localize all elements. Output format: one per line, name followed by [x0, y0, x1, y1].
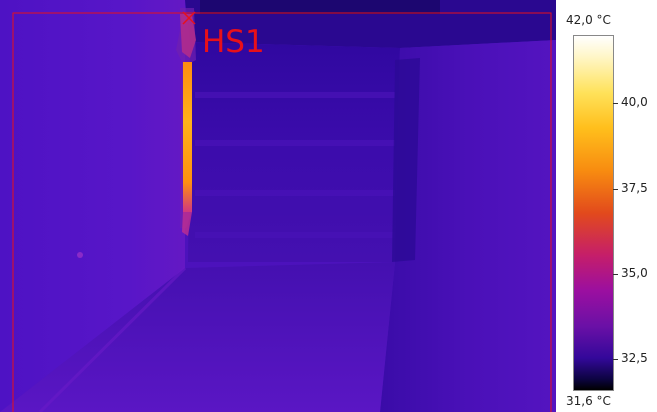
hotspot-label: HS1 [202, 24, 265, 60]
tick-label: 32,5 [621, 351, 648, 365]
tick-mark [613, 359, 618, 360]
tick-mark [613, 274, 618, 275]
scale-max-label: 42,0 °C [566, 13, 611, 27]
tick-label: 35,0 [621, 266, 648, 280]
tick-mark [613, 189, 618, 190]
tick-label: 40,0 [621, 95, 648, 109]
tick-mark [613, 103, 618, 104]
temperature-colorbar [573, 35, 614, 391]
thermal-image [0, 0, 556, 412]
scale-min-label: 31,6 °C [566, 394, 611, 408]
thermal-scene [0, 0, 556, 412]
tick-label: 37,5 [621, 181, 648, 195]
